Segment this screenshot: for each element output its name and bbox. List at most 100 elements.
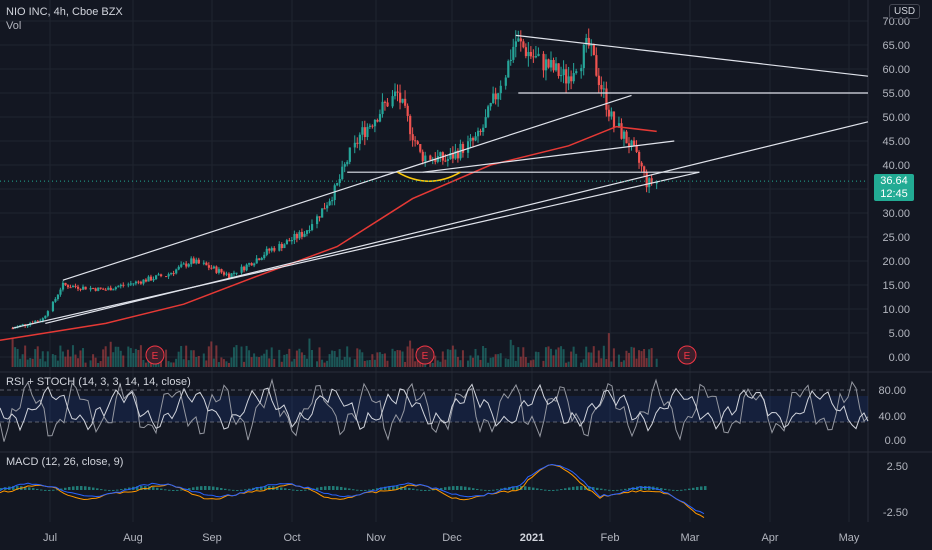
macd-line <box>0 463 705 515</box>
macd-histogram-bar <box>584 486 587 490</box>
trendline[interactable] <box>12 171 700 329</box>
macd-histogram-bar <box>656 487 659 490</box>
candle-body <box>205 262 208 266</box>
candle-body <box>587 37 590 46</box>
trendline[interactable] <box>422 140 675 173</box>
macd-histogram-bar <box>256 487 259 490</box>
candle-body <box>232 272 236 274</box>
trendline[interactable] <box>515 34 869 77</box>
volume-bar <box>170 362 173 367</box>
price-tick-label: 20.00 <box>882 256 910 268</box>
rsi-stoch-label[interactable]: RSI + STOCH (14, 3, 3, 14, 14, close) <box>6 376 191 388</box>
macd-histogram-bar <box>164 489 167 491</box>
cup-arc[interactable] <box>397 171 461 182</box>
volume-bar <box>514 360 517 367</box>
candle-body <box>411 134 414 141</box>
macd-label[interactable]: MACD (12, 26, close, 9) <box>6 456 124 468</box>
macd-histogram-bar <box>384 486 387 490</box>
macd-histogram-bar <box>628 488 631 490</box>
candle-body <box>26 325 29 327</box>
volume-bar <box>640 351 643 367</box>
earnings-marker[interactable] <box>415 345 435 365</box>
candle-body <box>34 320 37 324</box>
macd-histogram-bar <box>620 489 623 491</box>
candle-body <box>207 265 211 268</box>
volume-bar <box>167 361 170 367</box>
volume-bar <box>368 360 371 367</box>
macd-histogram-bar <box>24 486 27 490</box>
macd-histogram-bar <box>144 486 147 490</box>
candle-body <box>245 264 248 271</box>
macd-histogram-bar <box>320 486 323 490</box>
volume-bar <box>215 345 218 367</box>
candle-body <box>265 248 268 255</box>
earnings-marker[interactable] <box>677 345 697 365</box>
volume-bar <box>429 359 432 367</box>
candle-body <box>170 273 173 275</box>
candle-body <box>477 130 480 137</box>
volume-bar <box>414 361 417 367</box>
earnings-marker-label: E <box>152 351 159 362</box>
candle-body <box>39 320 42 322</box>
macd-histogram-bar <box>528 486 531 490</box>
macd-histogram-bar <box>264 486 267 490</box>
candle-body <box>489 103 492 107</box>
volume-bar <box>522 347 525 367</box>
earnings-marker[interactable] <box>145 345 165 365</box>
candle-body <box>195 259 198 264</box>
earnings-marker-label: E <box>422 351 429 362</box>
candle-body <box>640 162 643 167</box>
macd-histogram-bar <box>64 487 67 490</box>
candle-body <box>285 240 289 245</box>
macd-histogram-bar <box>248 488 251 490</box>
volume-bar <box>484 348 487 367</box>
volume-bar <box>205 360 208 367</box>
volume-bar <box>295 350 298 367</box>
candle-body <box>575 71 578 74</box>
volume-bar <box>567 361 570 367</box>
candle-body <box>230 273 233 279</box>
volume-bar <box>210 341 213 367</box>
macd-histogram-bar <box>540 489 543 491</box>
currency-button[interactable]: USD <box>889 4 921 19</box>
trendline[interactable] <box>62 94 632 281</box>
candle-body <box>300 232 304 237</box>
volume-bar <box>381 353 384 367</box>
volume-bar <box>190 350 193 367</box>
volume-bar <box>308 338 311 367</box>
candle-body <box>482 127 485 132</box>
candle-body <box>295 234 299 239</box>
candle-body <box>507 60 510 78</box>
volume-bar <box>557 347 560 367</box>
candle-body <box>227 273 231 279</box>
volume-bar <box>477 355 480 367</box>
symbol-title[interactable]: NIO INC, 4h, Cboe BZX <box>6 6 123 18</box>
macd-histogram-bar <box>516 486 519 490</box>
macd-histogram-bar <box>444 487 447 490</box>
volume-bar <box>122 355 125 367</box>
macd-histogram-bar <box>560 489 563 491</box>
time-tick-label: 2021 <box>520 532 544 544</box>
macd-histogram-bar <box>236 489 239 491</box>
candle-body <box>348 147 351 162</box>
macd-histogram-bar <box>208 486 211 490</box>
candle-body <box>142 279 145 284</box>
volume-bar <box>570 351 573 367</box>
candle-body <box>134 281 138 284</box>
macd-tick-label: 2.50 <box>887 461 908 473</box>
volume-bar <box>144 362 147 367</box>
volume-bar <box>353 359 356 367</box>
macd-histogram-bar <box>420 489 423 491</box>
candle-body <box>555 63 558 71</box>
macd-histogram-bar <box>244 489 247 491</box>
candle-body <box>431 158 434 160</box>
volume-bar <box>270 347 273 367</box>
volume-bar <box>378 352 381 367</box>
macd-histogram-bar <box>332 486 335 490</box>
volume-bar <box>94 357 97 367</box>
volume-bar <box>406 346 409 367</box>
macd-histogram-bar <box>356 489 359 491</box>
volume-bar <box>71 345 74 367</box>
macd-histogram-bar <box>480 489 483 491</box>
